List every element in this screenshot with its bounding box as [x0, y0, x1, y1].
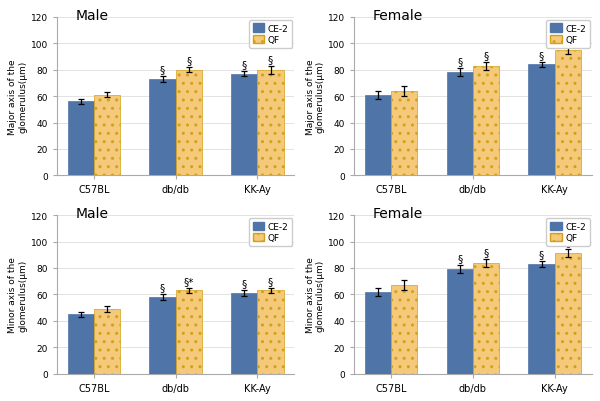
Legend: CE-2, QF: CE-2, QF — [249, 219, 292, 246]
Text: §: § — [539, 51, 544, 61]
Bar — [231, 293, 257, 374]
Bar — [473, 263, 499, 374]
Bar — [176, 71, 202, 176]
Text: §: § — [484, 247, 488, 257]
Bar — [554, 51, 581, 176]
Bar — [391, 286, 417, 374]
Text: Male: Male — [76, 207, 109, 221]
Bar — [176, 291, 202, 374]
Bar — [365, 95, 391, 176]
Text: §: § — [539, 250, 544, 260]
Bar — [473, 67, 499, 176]
Bar — [365, 292, 391, 374]
Bar — [554, 254, 581, 374]
Text: Female: Female — [373, 9, 423, 23]
Bar — [68, 102, 94, 176]
Text: §: § — [160, 283, 165, 293]
Bar — [391, 92, 417, 176]
Text: §: § — [186, 56, 191, 66]
Bar — [94, 95, 120, 176]
Bar — [149, 80, 176, 176]
Text: §: § — [160, 65, 165, 75]
Bar — [446, 73, 473, 176]
Text: §: § — [268, 55, 273, 65]
Bar — [446, 269, 473, 374]
Y-axis label: Major axis of the
glomerulus(μm): Major axis of the glomerulus(μm) — [8, 59, 28, 135]
Text: §*: §* — [563, 35, 573, 45]
Bar — [257, 291, 284, 374]
Text: Female: Female — [373, 207, 423, 221]
Text: §: § — [242, 60, 247, 70]
Bar — [68, 314, 94, 374]
Y-axis label: Major axis of the
glomerulus(μm): Major axis of the glomerulus(μm) — [305, 59, 325, 135]
Text: §*: §* — [184, 276, 194, 286]
Text: Male: Male — [76, 9, 109, 23]
Bar — [231, 75, 257, 176]
Legend: CE-2, QF: CE-2, QF — [546, 219, 590, 246]
Text: §: § — [565, 238, 571, 248]
Y-axis label: Minor axis of the
glomerulus(μm): Minor axis of the glomerulus(μm) — [8, 257, 28, 332]
Bar — [94, 309, 120, 374]
Y-axis label: Minor axis of the
glomerulus(μm): Minor axis of the glomerulus(μm) — [305, 257, 325, 332]
Text: §: § — [242, 279, 247, 289]
Bar — [529, 264, 554, 374]
Legend: CE-2, QF: CE-2, QF — [249, 21, 292, 49]
Text: §: § — [457, 254, 463, 264]
Bar — [529, 65, 554, 176]
Text: §: § — [268, 276, 273, 286]
Bar — [149, 297, 176, 374]
Text: §: § — [484, 51, 488, 61]
Bar — [257, 71, 284, 176]
Legend: CE-2, QF: CE-2, QF — [546, 21, 590, 49]
Text: §: § — [457, 57, 463, 67]
